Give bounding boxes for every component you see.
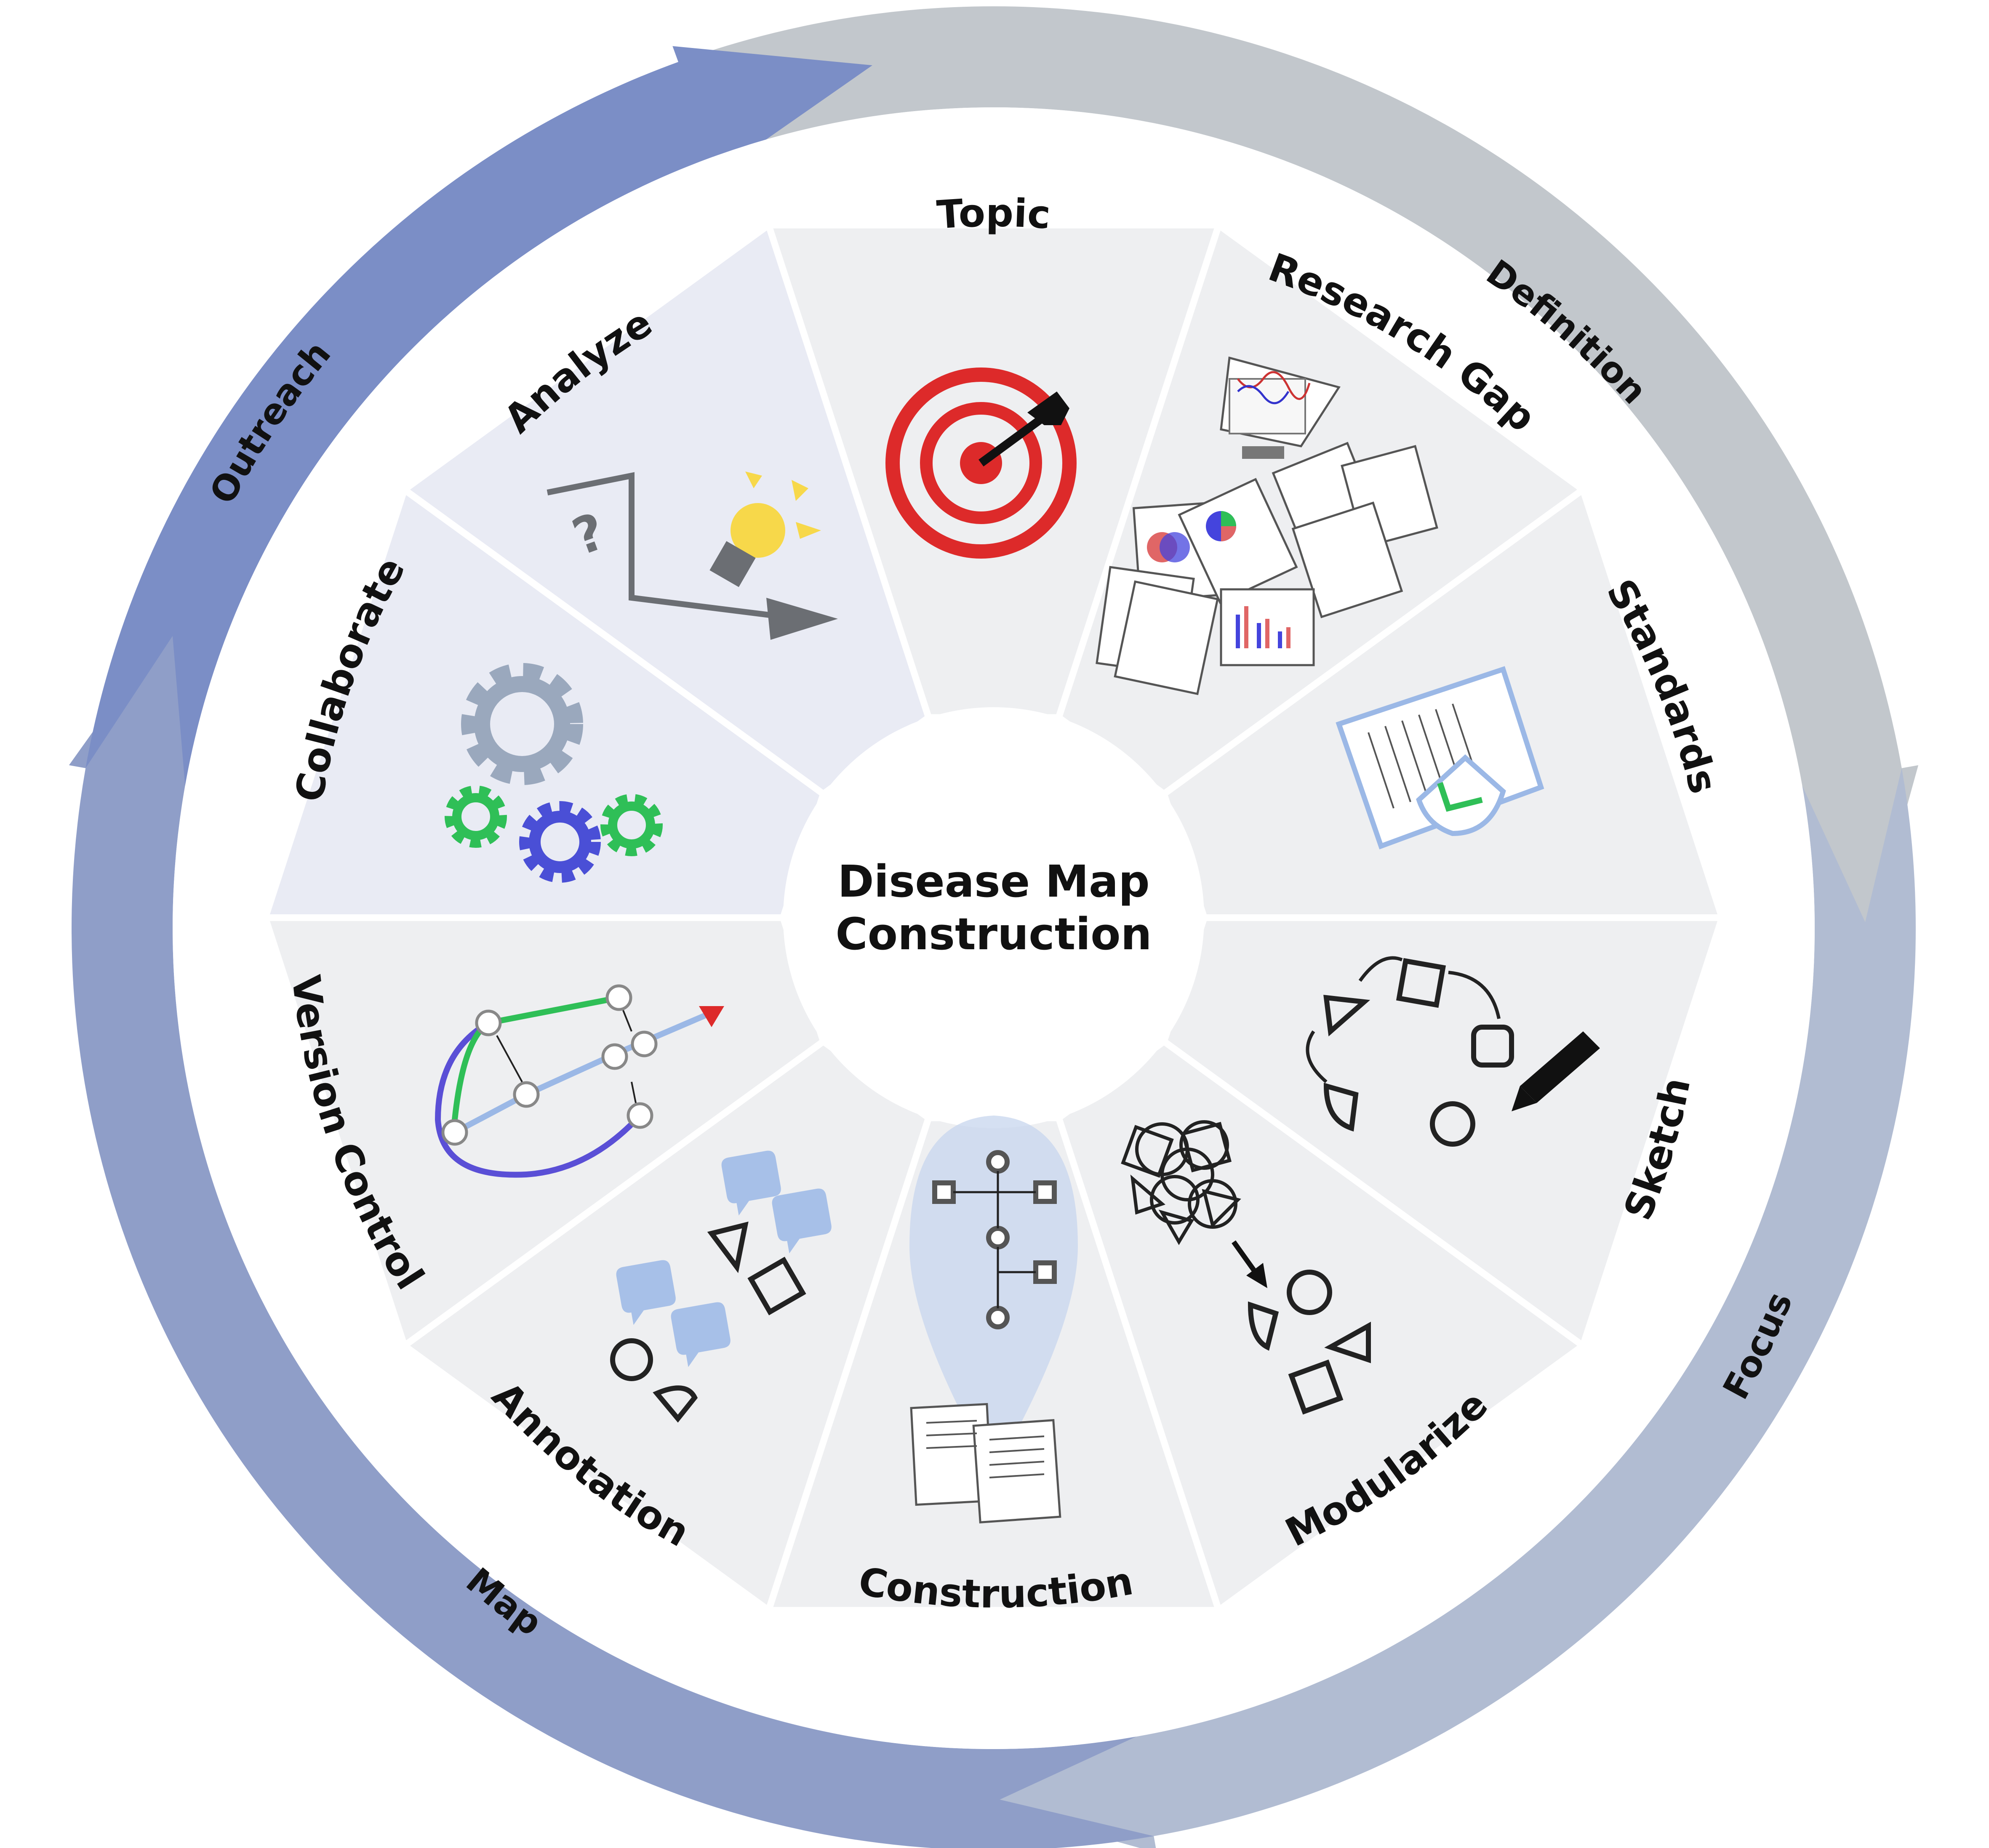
phase-arrow-focus [963,768,1916,1848]
documents-icon [1096,356,1438,695]
target-icon [885,367,1077,559]
center-title-line-2: Construction [835,908,1152,960]
gears-icon [445,663,663,883]
network-document-icon [909,1116,1078,1524]
comment-shapes-icon [610,1150,832,1423]
phase-ring [69,6,1919,1848]
segment-label-topic: Topic [936,190,1052,237]
modularize-icon [1121,1120,1371,1415]
lightbulb-icon: ? [547,471,838,640]
sketch-shapes-icon [1306,956,1600,1147]
center-circle [783,707,1204,1128]
phase-arrow-map [69,602,1154,1848]
center-title-line-1: Disease Map [837,856,1149,907]
phase-arrow-definition [678,6,1919,959]
certified-document-icon [1336,666,1544,849]
git-branch-icon [435,984,724,1178]
phase-arrow-outreach [85,46,872,786]
